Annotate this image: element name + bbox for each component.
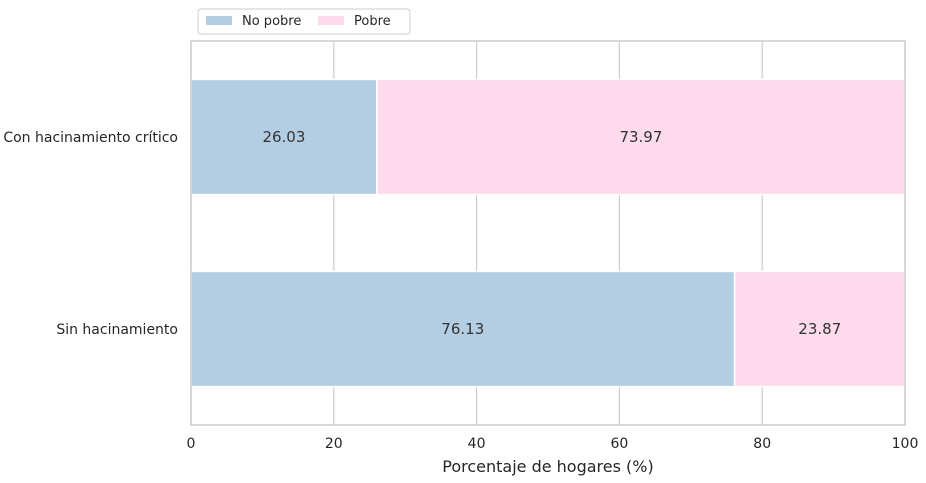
legend-swatch	[206, 16, 232, 25]
legend-label: Pobre	[354, 14, 391, 29]
legend-swatch	[318, 16, 344, 25]
x-tick-label: 60	[610, 436, 628, 452]
x-tick-label: 0	[187, 436, 196, 452]
bar-segment	[733, 270, 906, 388]
data-label: 23.87	[798, 320, 841, 338]
legend-label: No pobre	[242, 14, 301, 29]
bar-segment	[190, 78, 378, 196]
x-tick-label: 100	[892, 436, 919, 452]
x-tick-label: 80	[753, 436, 771, 452]
bar-segment	[190, 270, 736, 388]
x-axis-ticks: 0 20 40 60 80 100	[187, 436, 919, 452]
x-tick-label: 40	[468, 436, 486, 452]
x-tick-label: 20	[325, 436, 343, 452]
bars: 26.03 73.97 76.13 23.87	[190, 78, 906, 388]
plot-border	[190, 40, 906, 426]
legend: No pobre Pobre	[197, 8, 411, 35]
y-category-label: Sin hacinamiento	[56, 322, 178, 338]
data-label: 73.97	[619, 128, 662, 146]
data-label: 26.03	[262, 128, 305, 146]
data-label: 76.13	[441, 320, 484, 338]
plot-frame	[190, 40, 906, 426]
legend-box	[197, 8, 411, 35]
x-axis-title: Porcentaje de hogares (%)	[442, 457, 653, 476]
y-axis-categories: Con hacinamiento crítico Sin hacinamiento	[3, 130, 178, 338]
y-category-label: Con hacinamiento crítico	[3, 130, 178, 146]
